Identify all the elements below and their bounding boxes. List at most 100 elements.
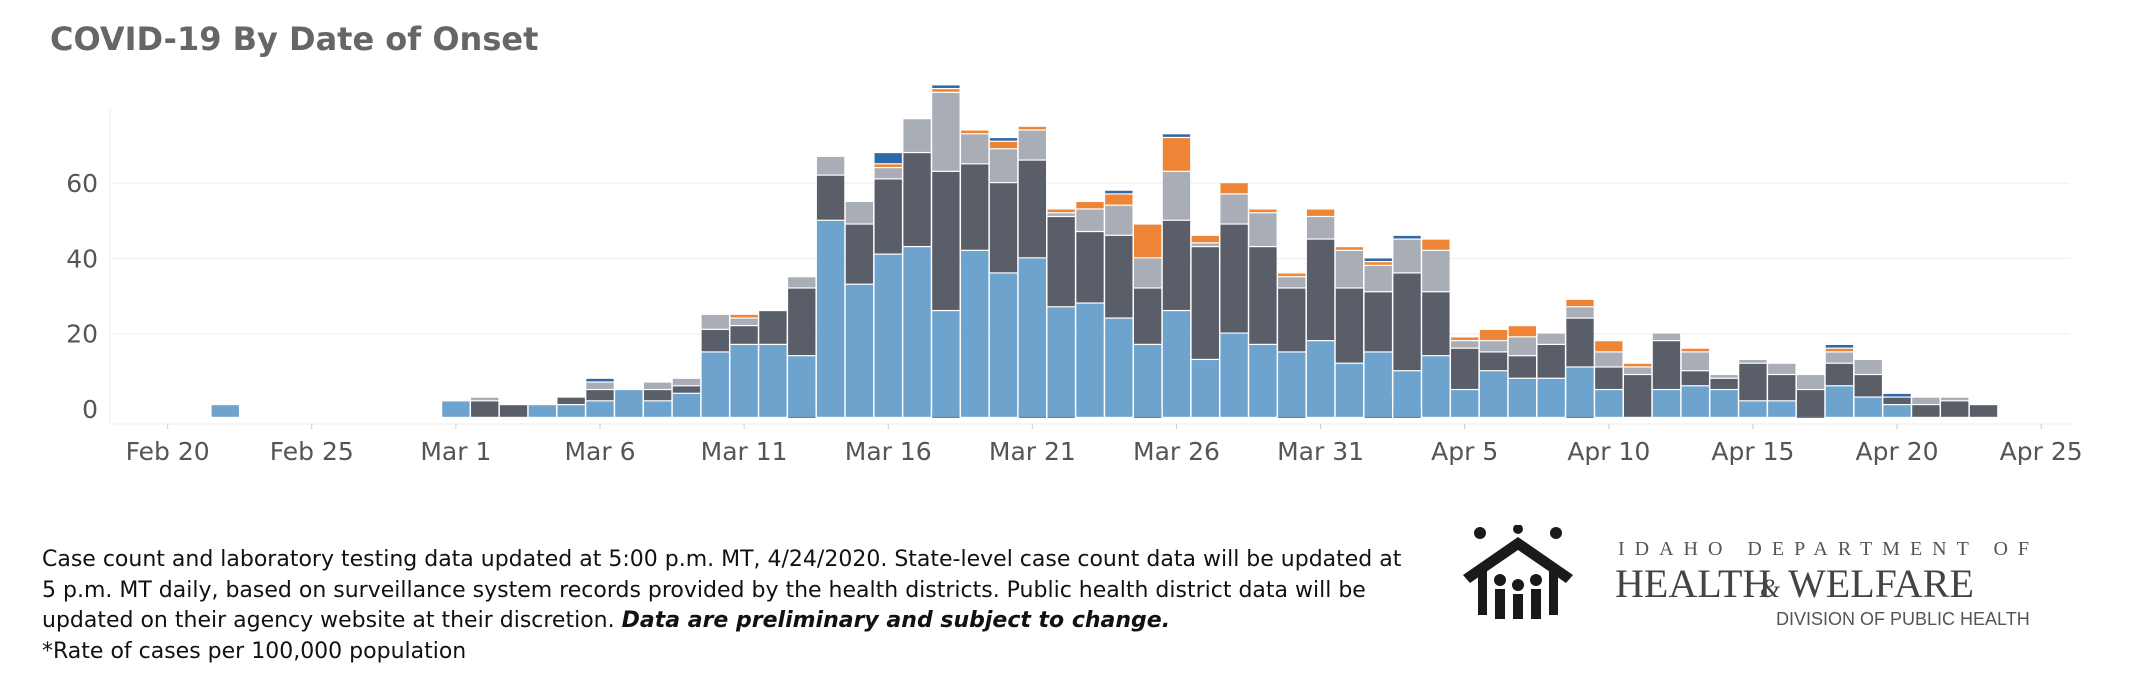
logo-welfare: WELFARE: [1788, 561, 1974, 606]
bar-2020-03-28-orange: [1220, 183, 1248, 194]
bar-2020-04-01-light_blue: [1335, 363, 1364, 417]
bar-2020-04-09-orange: [1566, 299, 1594, 307]
footnote-line-1: Case count and laboratory testing data u…: [42, 547, 1402, 572]
footnote-line-3-text: updated on their agency website at their…: [42, 608, 622, 633]
y-tick-label-20: 20: [66, 320, 98, 349]
bar-2020-03-15-light_blue: [845, 284, 874, 417]
bar-2020-03-24-dark_slate: [1105, 235, 1133, 318]
bar-2020-03-19-light_gray: [961, 134, 989, 164]
bar-2020-04-11-dark_slate: [1623, 375, 1652, 417]
bars: [211, 85, 1998, 417]
logo-line-3: DIVISION OF PUBLIC HEALTH: [1776, 609, 2030, 629]
x-tick-label-13: Apr 25: [2000, 437, 2083, 466]
bar-2020-04-20-dark_slate: [1883, 397, 1911, 404]
bar-2020-03-16-orange: [874, 164, 902, 167]
bar-2020-03-21-dark_slate: [1018, 160, 1047, 258]
bar-2020-03-28-light_blue: [1220, 333, 1248, 417]
bar-2020-03-30-light_gray: [1278, 277, 1306, 288]
bar-2020-03-16-light_gray: [874, 168, 902, 179]
bar-2020-04-18-light_gray: [1825, 352, 1854, 363]
bar-2020-03-20-orange: [989, 141, 1018, 149]
y-tick-label-0: 0: [82, 395, 98, 424]
bar-2020-04-14-dark_slate: [1710, 378, 1738, 389]
bar-2020-04-15-light_gray: [1739, 360, 1767, 363]
bar-2020-04-05-light_blue: [1451, 390, 1479, 417]
bar-2020-04-15-dark_slate: [1739, 363, 1767, 401]
bar-2020-04-08-light_gray: [1537, 333, 1565, 344]
footnote: Case count and laboratory testing data u…: [42, 545, 1442, 667]
bar-2020-04-09-light_blue: [1566, 367, 1594, 417]
bar-2020-04-07-light_blue: [1508, 378, 1537, 417]
bar-2020-04-13-light_blue: [1681, 386, 1709, 417]
page-title: COVID-19 By Date of Onset: [50, 20, 539, 58]
bar-2020-04-10-light_blue: [1595, 390, 1623, 417]
bar-2020-04-09-light_gray: [1566, 307, 1594, 318]
bar-2020-03-08-dark_slate: [643, 390, 672, 401]
bar-2020-03-29-dark_slate: [1249, 247, 1277, 344]
bar-2020-03-26-light_blue: [1162, 311, 1191, 417]
footnote-line-3: updated on their agency website at their…: [42, 606, 1442, 637]
bar-2020-03-29-orange: [1249, 209, 1277, 213]
bar-2020-04-02-dark_blue: [1364, 258, 1392, 262]
bar-2020-03-10-light_gray: [701, 314, 729, 329]
family-house-icon: [1463, 525, 1573, 619]
y-tick-label-40: 40: [66, 244, 98, 273]
bar-2020-04-19-light_blue: [1854, 397, 1882, 417]
bar-2020-04-03-dark_blue: [1393, 235, 1421, 239]
bar-2020-03-10-dark_slate: [701, 329, 729, 352]
bar-2020-03-19-dark_slate: [961, 164, 989, 250]
bar-2020-03-18-dark_blue: [932, 85, 960, 88]
footnote-line-4: *Rate of cases per 100,000 population: [42, 638, 467, 664]
bar-2020-04-01-dark_slate: [1335, 288, 1364, 363]
bar-2020-03-09-light_gray: [672, 378, 701, 386]
bar-2020-03-06-dark_slate: [586, 390, 614, 401]
onset-bar-chart: 0 20 40 60 Feb 20 Feb 25 Mar 1 Mar 6 Mar 11 Mar …: [66, 85, 2083, 466]
bar-2020-03-17-dark_slate: [903, 153, 931, 246]
bar-2020-03-06-light_gray: [586, 382, 614, 389]
bar-2020-04-12-dark_slate: [1652, 341, 1681, 389]
bar-2020-04-04-light_gray: [1422, 250, 1450, 292]
bar-2020-03-16-light_blue: [874, 254, 902, 417]
logo-health: HEALTH: [1615, 561, 1771, 606]
bar-2020-04-18-orange: [1825, 348, 1854, 352]
bar-2020-03-09-light_blue: [672, 393, 701, 417]
bar-2020-04-16-dark_slate: [1768, 375, 1796, 401]
bar-2020-04-07-dark_slate: [1508, 356, 1537, 378]
bar-2020-04-23-dark_slate: [1969, 405, 1998, 417]
bar-2020-04-14-light_gray: [1710, 375, 1738, 378]
x-tick-label-1: Feb 25: [270, 437, 354, 466]
bar-2020-03-05-light_blue: [557, 405, 585, 417]
bar-2020-03-26-dark_blue: [1162, 134, 1191, 137]
bar-2020-03-29-light_blue: [1249, 345, 1277, 417]
bar-2020-04-06-dark_slate: [1479, 352, 1508, 371]
bar-2020-04-19-light_gray: [1854, 360, 1882, 374]
bar-2020-03-15-dark_slate: [845, 224, 874, 284]
bar-2020-03-20-light_blue: [989, 273, 1018, 417]
bar-2020-03-11-light_blue: [730, 345, 758, 417]
bar-2020-03-24-orange: [1105, 194, 1133, 205]
bar-2020-03-21-light_blue: [1018, 258, 1047, 417]
bar-2020-04-13-light_gray: [1681, 352, 1709, 371]
bar-2020-03-23-dark_slate: [1076, 232, 1104, 303]
bar-2020-04-02-light_gray: [1364, 266, 1392, 292]
bar-2020-04-03-light_gray: [1393, 239, 1421, 273]
bar-2020-04-05-dark_slate: [1451, 348, 1479, 389]
bar-2020-03-25-dark_slate: [1133, 288, 1162, 344]
x-tick-label-8: Mar 31: [1277, 437, 1364, 466]
bar-2020-03-20-light_gray: [989, 149, 1018, 183]
bar-2020-04-21-dark_slate: [1912, 405, 1940, 417]
bar-2020-04-13-orange: [1681, 348, 1709, 352]
bar-2020-04-05-light_gray: [1451, 341, 1479, 348]
bar-2020-04-16-light_blue: [1768, 401, 1796, 417]
bar-2020-03-22-light_blue: [1047, 307, 1075, 417]
bar-2020-03-16-dark_blue: [874, 153, 902, 164]
bar-2020-03-12-dark_slate: [759, 311, 787, 344]
bar-2020-03-26-orange: [1162, 138, 1191, 171]
bar-2020-03-01-light_blue: [442, 401, 470, 417]
bar-2020-03-23-orange: [1076, 202, 1104, 209]
bar-2020-03-22-dark_slate: [1047, 217, 1075, 307]
bar-2020-03-07-light_blue: [615, 390, 643, 417]
bar-2020-03-25-light_gray: [1133, 258, 1162, 288]
logo-line-1: IDAHO DEPARTMENT OF: [1618, 538, 2039, 560]
bar-2020-04-20-dark_blue: [1883, 393, 1911, 397]
